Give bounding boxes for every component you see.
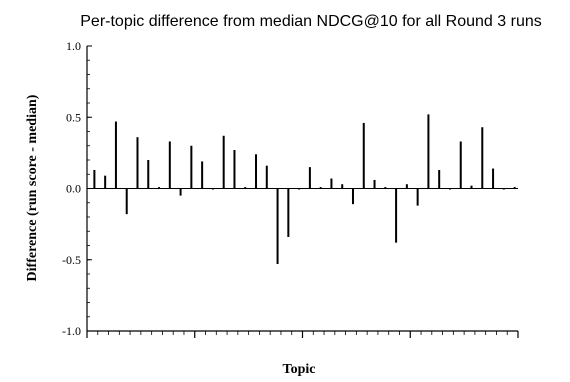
bar (492, 168, 495, 189)
bar (416, 188, 419, 206)
y-axis-label: Difference (run score - median) (25, 94, 40, 281)
bar (308, 167, 311, 189)
bar (438, 169, 441, 189)
bar (190, 145, 193, 189)
bar (233, 150, 236, 189)
y-tick-label: -1.0 (62, 324, 81, 338)
bar (168, 141, 171, 189)
y-tick-label: 0.0 (66, 182, 81, 196)
bar (287, 188, 290, 237)
bar (470, 185, 473, 189)
bar (147, 160, 150, 189)
bar (373, 179, 376, 189)
bar (351, 188, 354, 205)
bar (513, 187, 516, 189)
bar (104, 175, 107, 189)
bar (255, 154, 258, 189)
bar (384, 187, 387, 189)
bar (125, 188, 128, 215)
bar (244, 187, 247, 189)
y-tick-label: -0.5 (62, 253, 81, 267)
bar (276, 188, 279, 265)
bar (298, 188, 301, 190)
bar (201, 161, 204, 189)
bar (222, 135, 225, 189)
bar (319, 187, 322, 189)
bar (405, 184, 408, 189)
bar (395, 188, 398, 243)
bar (158, 187, 161, 189)
bar (179, 188, 182, 196)
bar (362, 122, 365, 189)
bar (459, 141, 462, 189)
bar (265, 165, 268, 189)
bar (114, 121, 117, 189)
y-tick-label: 1.0 (66, 39, 81, 53)
bar (341, 184, 344, 189)
bar (427, 114, 430, 189)
bar (502, 188, 505, 190)
bar (93, 169, 96, 189)
bar (448, 188, 451, 190)
plot-area: -1.0 -0.5 0.0 0.5 1.0 (62, 39, 519, 338)
bar (136, 137, 139, 189)
bar (481, 127, 484, 189)
bar (330, 178, 333, 189)
bar (211, 188, 214, 190)
chart-title: Per-topic difference from median NDCG@10… (80, 13, 541, 30)
x-axis-label: Topic (283, 362, 316, 377)
y-tick-label: 0.5 (66, 110, 81, 124)
